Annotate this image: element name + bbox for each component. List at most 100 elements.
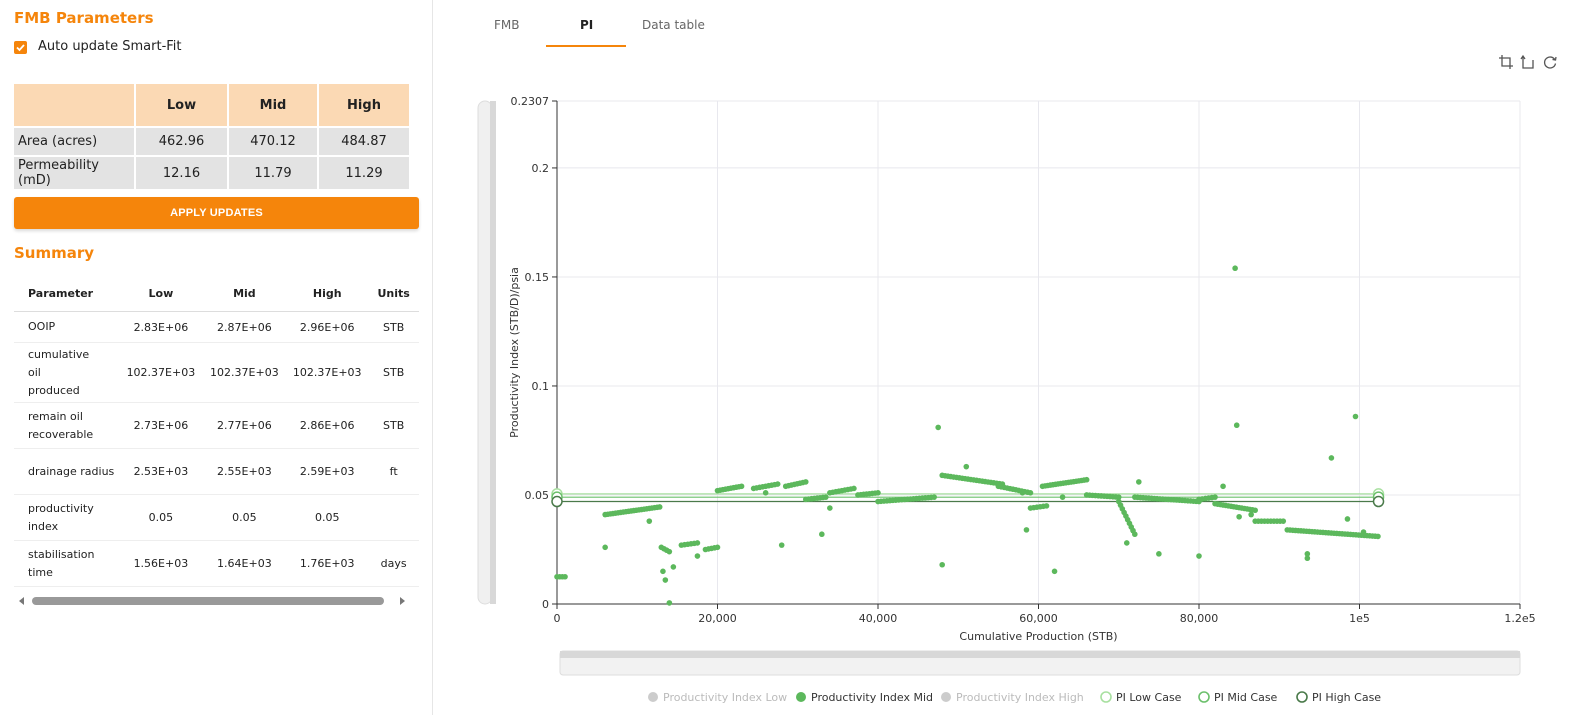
summary-header-parameter: Parameter: [14, 275, 120, 312]
summary-mid: 2.77E+06: [202, 402, 287, 449]
params-header-low: Low: [134, 84, 228, 127]
x-tick-label: 40,000: [859, 612, 898, 625]
legend-marker[interactable]: [941, 692, 951, 702]
summary-units: STB: [368, 342, 419, 403]
summary-param: remain oil recoverable: [14, 402, 120, 449]
summary-units: ft: [368, 448, 419, 495]
active-tab-indicator: [546, 45, 626, 47]
data-point: [1344, 516, 1351, 522]
summary-title: Summary: [14, 244, 95, 262]
data-point: [1360, 529, 1367, 535]
legend-marker[interactable]: [1296, 691, 1308, 703]
case-marker: [1372, 495, 1385, 508]
params-header-high: High: [317, 84, 409, 127]
legend-marker[interactable]: [1100, 691, 1112, 703]
legend-item-label[interactable]: PI Mid Case: [1214, 691, 1278, 704]
restore-icon[interactable]: [1542, 54, 1558, 70]
x-tick-label: 20,000: [698, 612, 737, 625]
left-panel: FMB Parameters Auto update Smart-Fit Low…: [0, 0, 433, 715]
data-point: [1043, 503, 1050, 509]
y-tick-label: 0: [542, 598, 549, 611]
summary-header-mid: Mid: [202, 275, 287, 312]
zoom-reset-icon[interactable]: [1520, 54, 1536, 70]
x-axis-label: Cumulative Production (STB): [959, 630, 1117, 643]
x-zoom-slider-fill[interactable]: [560, 651, 1520, 658]
summary-mid: 0.05: [202, 494, 287, 541]
param-value-mid[interactable]: 11.79: [227, 155, 318, 189]
data-point: [935, 424, 941, 431]
data-point: [875, 490, 881, 496]
data-point: [827, 505, 833, 511]
data-point: [1023, 527, 1030, 533]
data-point: [1027, 490, 1034, 496]
data-point: [774, 481, 781, 487]
param-value-low[interactable]: 12.16: [134, 155, 228, 189]
summary-param: productivity index: [14, 494, 120, 541]
legend-item-label[interactable]: PI High Case: [1312, 691, 1381, 704]
table-row: drainage radius 2.53E+03 2.55E+03 2.59E+…: [14, 448, 419, 495]
zoom-select-icon[interactable]: [1498, 54, 1514, 70]
tab-data-table[interactable]: Data table: [642, 18, 705, 32]
y-tick-label: 0.2: [532, 162, 550, 175]
data-point: [1232, 265, 1238, 272]
data-point: [1233, 422, 1240, 429]
y-zoom-slider[interactable]: [477, 100, 493, 605]
param-value-high[interactable]: 484.87: [317, 126, 409, 156]
data-point: [1123, 540, 1130, 546]
data-point: [660, 568, 666, 575]
summary-units: STB: [368, 311, 419, 343]
legend-item-label[interactable]: Productivity Index High: [956, 691, 1084, 704]
data-point: [1136, 479, 1142, 485]
y-tick-label: 0.05: [525, 489, 550, 502]
tab-fmb[interactable]: FMB: [494, 18, 520, 32]
data-point: [666, 548, 673, 555]
apply-updates-button[interactable]: APPLY UPDATES: [14, 197, 419, 229]
scroll-left-icon[interactable]: [16, 595, 26, 607]
summary-low: 2.53E+03: [119, 448, 203, 495]
legend-item-label[interactable]: Productivity Index Mid: [811, 691, 933, 704]
auto-update-checkbox[interactable]: [14, 41, 27, 54]
x-tick-label: 1.2e5: [1504, 612, 1535, 625]
legend-item-label[interactable]: PI Low Case: [1116, 691, 1182, 704]
legend-marker[interactable]: [1198, 691, 1210, 703]
data-point: [1304, 555, 1311, 562]
data-point: [1212, 494, 1218, 500]
y-zoom-slider-fill[interactable]: [490, 101, 496, 604]
legend-item-label[interactable]: Productivity Index Low: [663, 691, 787, 704]
data-point: [1051, 568, 1058, 575]
table-row: remain oil recoverable 2.73E+06 2.77E+06…: [14, 402, 419, 449]
data-point: [694, 540, 701, 546]
param-label: Permeability (mD): [14, 155, 135, 189]
table-row: cumulative oil produced 102.37E+03 102.3…: [14, 342, 419, 403]
table-row: productivity index 0.05 0.05 0.05: [14, 494, 419, 541]
summary-horizontal-scrollbar[interactable]: [14, 595, 414, 607]
table-row: stabilisation time 1.56E+03 1.64E+03 1.7…: [14, 540, 419, 587]
data-point: [819, 531, 825, 538]
y-tick-label: 0.1: [532, 380, 550, 393]
data-point: [602, 544, 608, 551]
summary-low: 102.37E+03: [119, 342, 203, 403]
y-tick-label: 0.15: [525, 271, 550, 284]
data-point: [1083, 476, 1090, 483]
legend-marker[interactable]: [648, 692, 658, 702]
data-point: [1059, 494, 1066, 500]
scrollbar-thumb[interactable]: [32, 597, 384, 605]
params-header-mid: Mid: [227, 84, 318, 127]
param-value-mid[interactable]: 470.12: [227, 126, 318, 156]
param-label: Area (acres): [14, 126, 135, 156]
data-point: [939, 561, 945, 568]
summary-high: 102.37E+03: [286, 342, 369, 403]
data-point: [1352, 413, 1359, 420]
fmb-parameters-title: FMB Parameters: [14, 9, 154, 27]
param-value-high[interactable]: 11.29: [317, 155, 409, 189]
tab-pi[interactable]: PI: [580, 18, 594, 32]
scroll-right-icon[interactable]: [398, 595, 408, 607]
summary-param: OOIP: [14, 311, 120, 343]
table-row: Area (acres) 462.96 470.12 484.87: [14, 126, 409, 156]
param-value-low[interactable]: 462.96: [134, 126, 228, 156]
summary-units: STB: [368, 402, 419, 449]
data-point: [851, 485, 857, 492]
legend-marker[interactable]: [796, 692, 806, 702]
data-point: [1196, 553, 1202, 559]
data-point: [1019, 490, 1026, 496]
